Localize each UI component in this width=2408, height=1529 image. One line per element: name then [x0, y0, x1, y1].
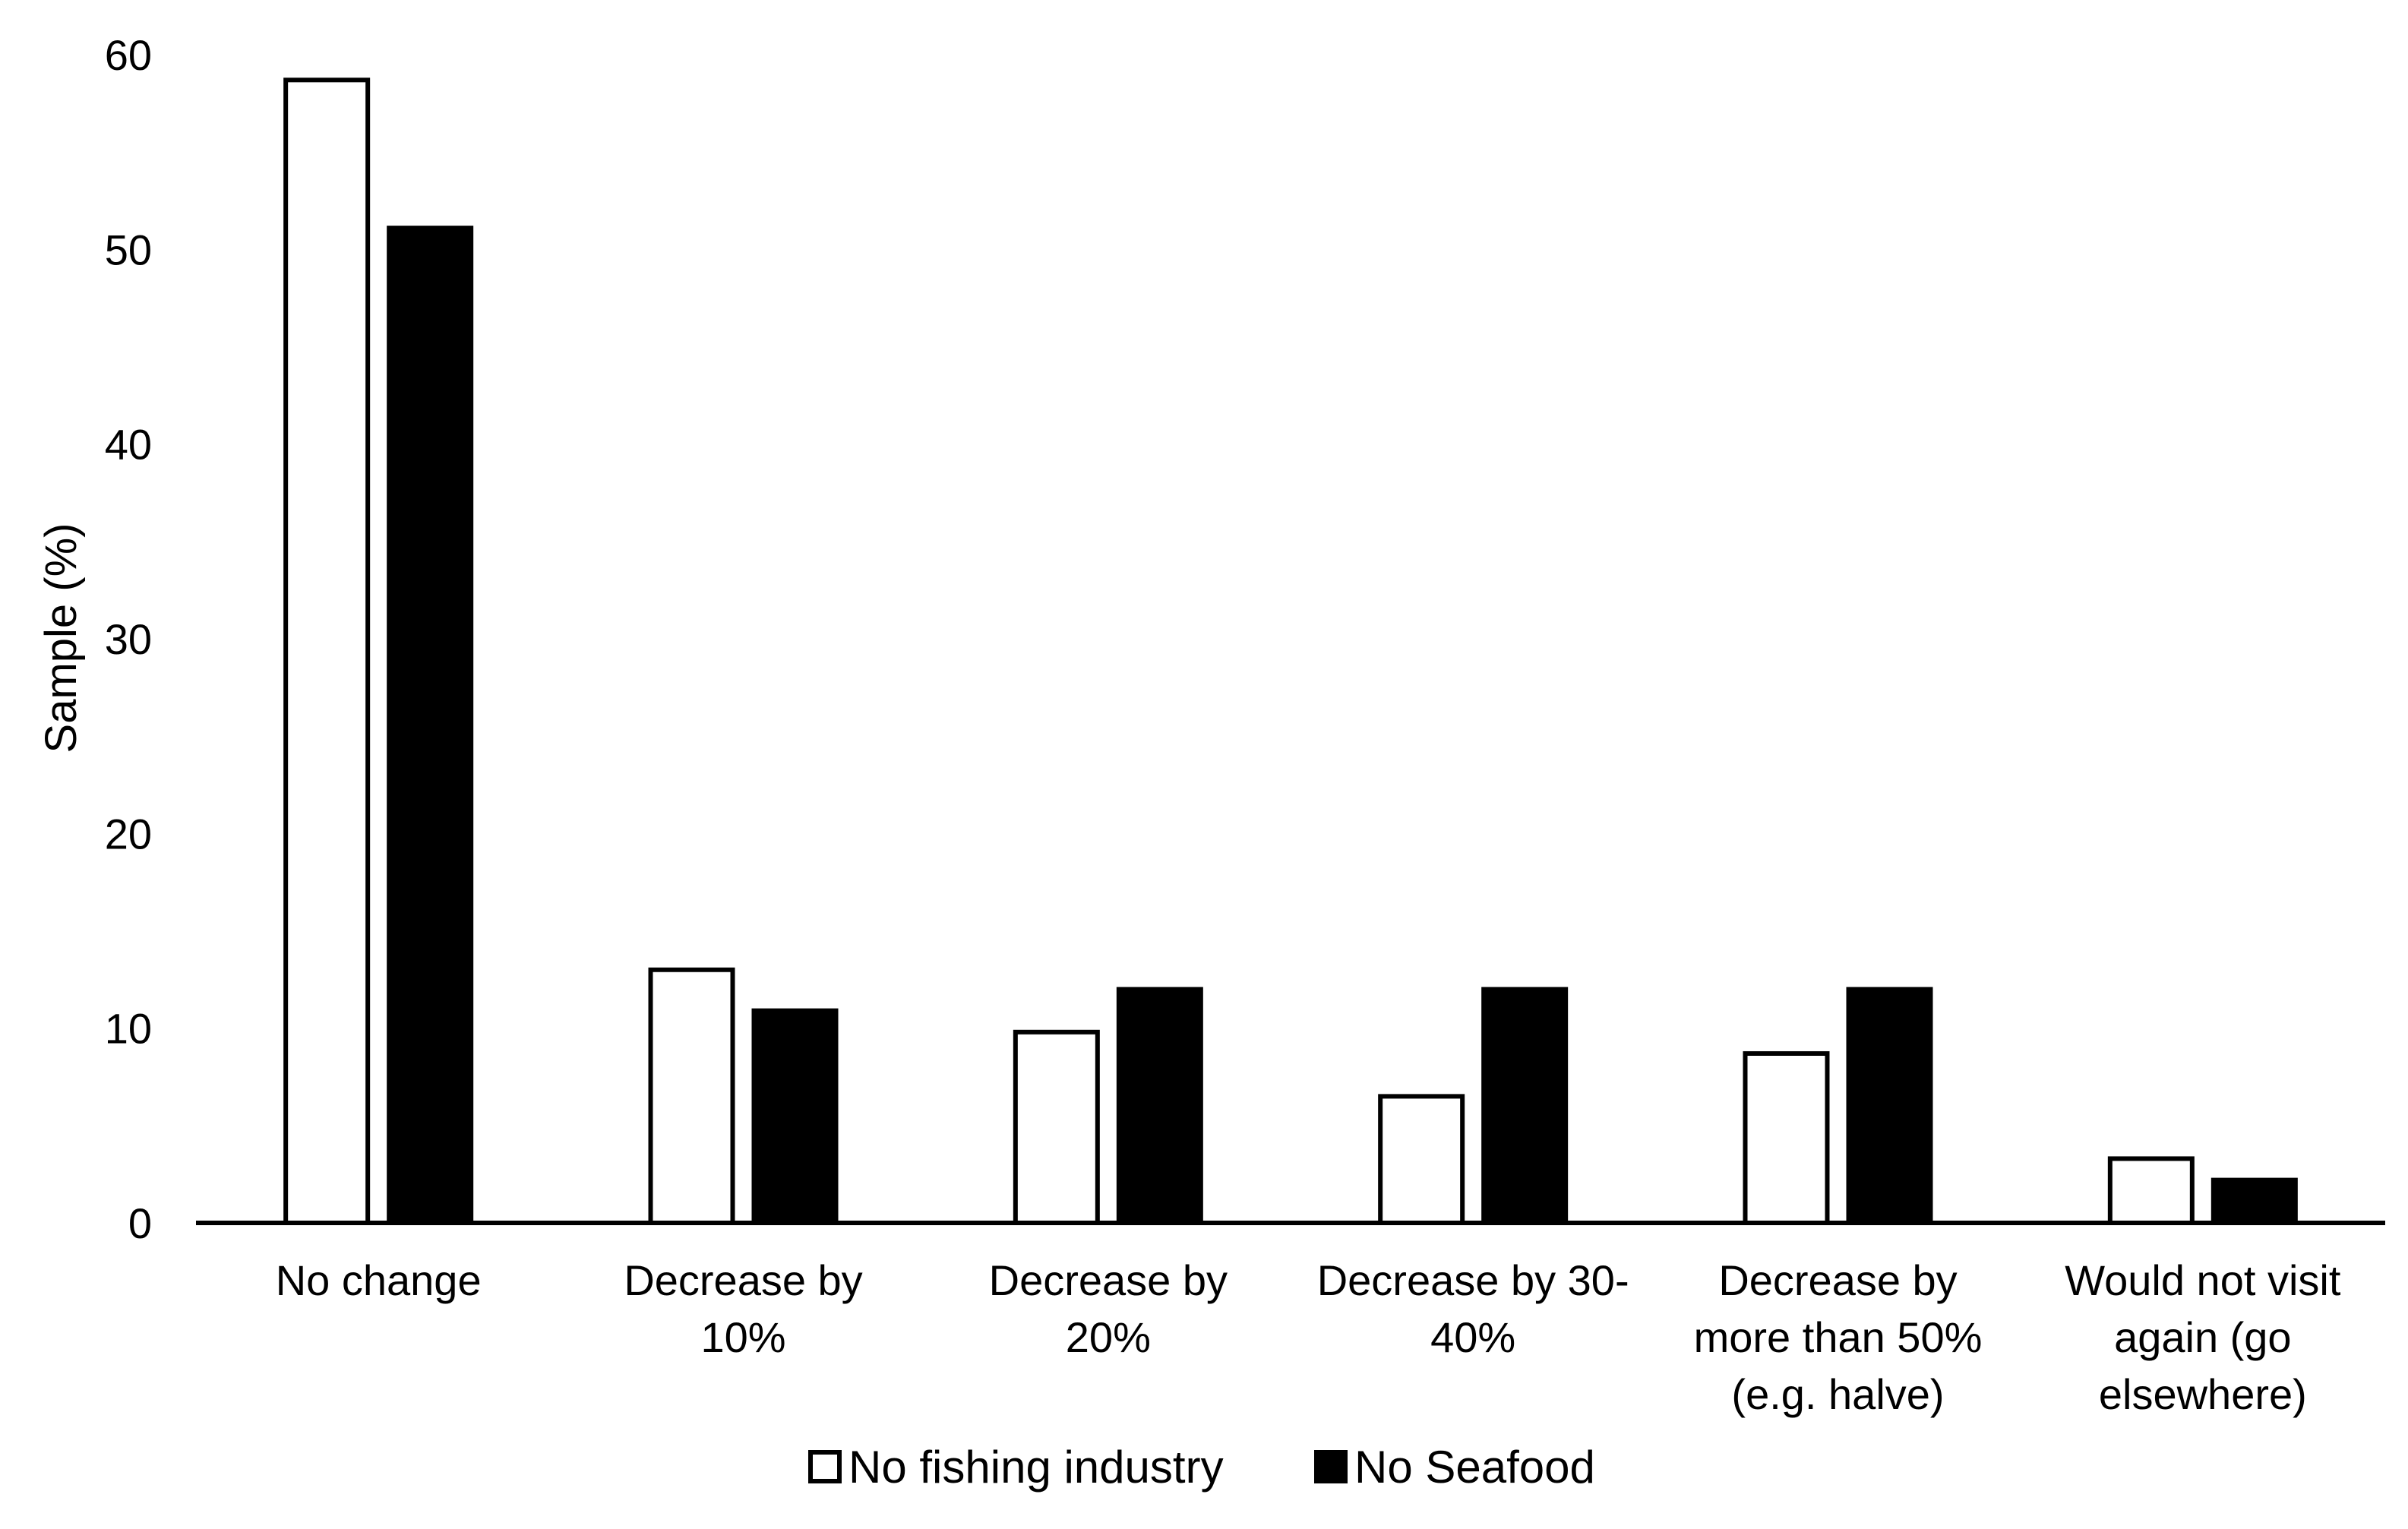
category-labels: No change Decrease by 10% Decrease by 20% Dec…	[276, 1256, 2341, 1418]
bar-no-seafood	[1846, 987, 1933, 1226]
y-tick-label: 40	[105, 421, 152, 469]
bar-no-seafood	[2210, 1177, 2298, 1226]
x-category-label: (e.g. halve)	[1731, 1370, 1944, 1418]
y-axis-ticks: 0 10 20 30 40 50 60	[105, 31, 152, 1247]
legend-swatch	[1314, 1450, 1348, 1483]
y-tick-label: 50	[105, 226, 152, 273]
bar-no-fishing-industry	[1378, 1094, 1465, 1225]
legend-label: No Seafood	[1354, 1442, 1595, 1493]
x-category-label: 10%	[700, 1313, 785, 1361]
x-category-label: Decrease by 30-	[1317, 1256, 1629, 1304]
x-category-label: Decrease by	[624, 1256, 862, 1304]
legend: No fishing industry No Seafood	[808, 1442, 1595, 1493]
bar-no-seafood	[1481, 987, 1569, 1226]
legend-swatch	[808, 1450, 842, 1483]
bar-no-fishing-industry	[2107, 1156, 2195, 1226]
bar-no-seafood	[751, 1008, 839, 1225]
y-tick-label: 0	[128, 1199, 152, 1247]
x-category-label: Would not visit	[2065, 1256, 2341, 1304]
x-category-label: 20%	[1066, 1313, 1151, 1361]
bar-no-seafood	[1116, 987, 1203, 1226]
y-tick-label: 30	[105, 615, 152, 663]
bar-no-seafood	[387, 226, 474, 1225]
y-axis-title: Sample (%)	[36, 523, 86, 753]
legend-label: No fishing industry	[848, 1442, 1224, 1493]
x-category-label: 40%	[1430, 1313, 1515, 1361]
x-category-label: again (go	[2114, 1313, 2292, 1361]
bar-no-fishing-industry	[1743, 1050, 1830, 1225]
x-category-label: more than 50%	[1694, 1313, 1983, 1361]
bars	[283, 77, 2298, 1226]
x-category-label: elsewhere)	[2099, 1370, 2307, 1418]
y-tick-label: 20	[105, 810, 152, 858]
y-axis-title-group: Sample (%)	[36, 523, 86, 753]
x-category-label: Decrease by	[989, 1256, 1228, 1304]
bar-no-fishing-industry	[1013, 1029, 1100, 1225]
x-category-label: Decrease by	[1718, 1256, 1957, 1304]
y-tick-label: 60	[105, 31, 152, 79]
y-tick-label: 10	[105, 1005, 152, 1053]
bar-no-fishing-industry	[648, 967, 735, 1226]
x-category-label: No change	[276, 1256, 482, 1304]
bar-no-fishing-industry	[283, 77, 371, 1225]
